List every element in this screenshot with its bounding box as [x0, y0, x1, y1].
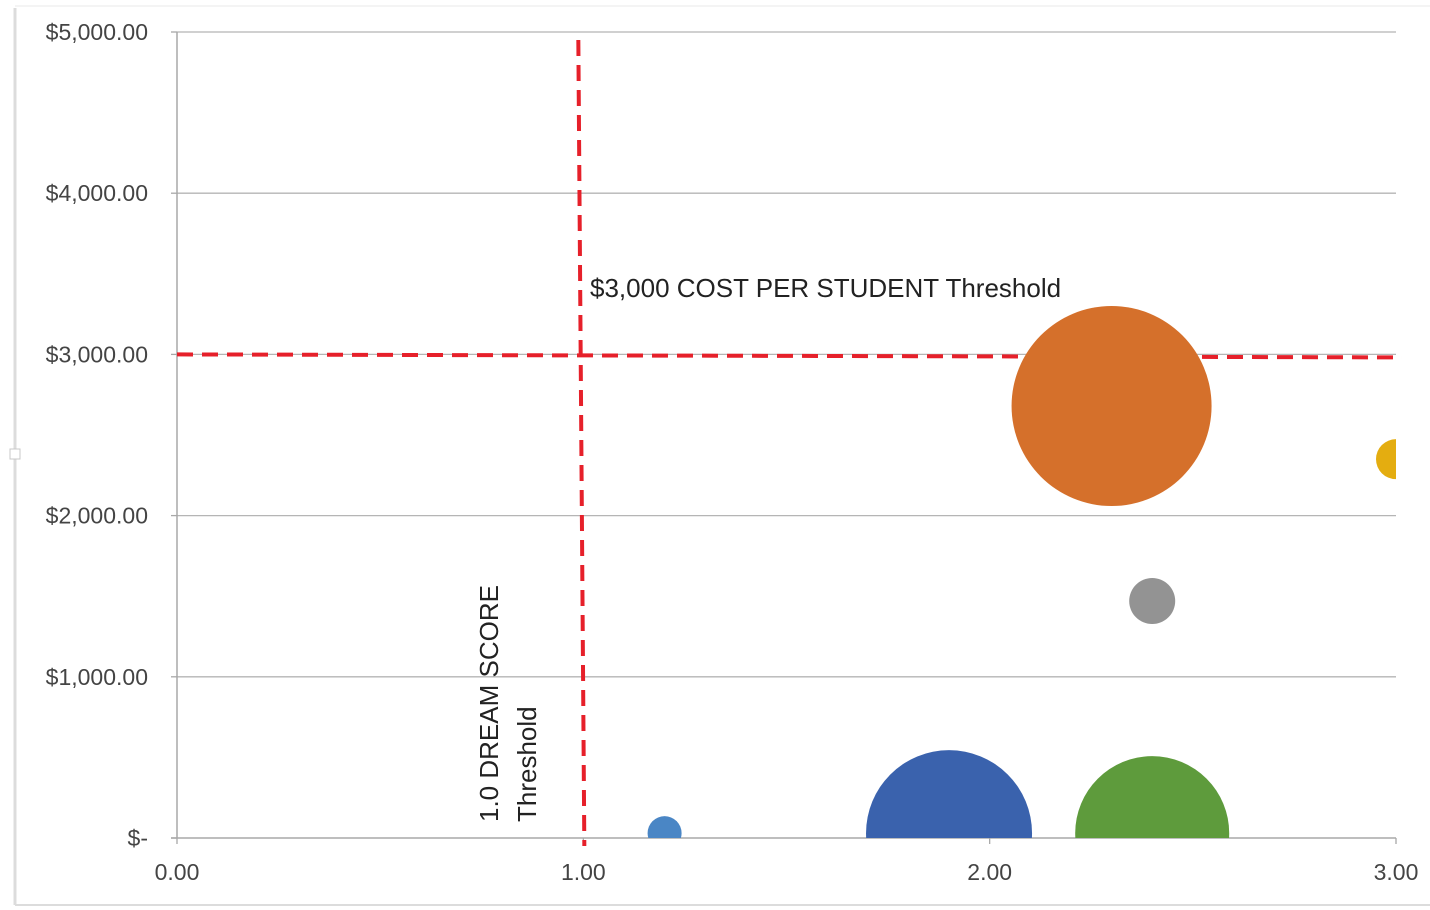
bubble-3	[1129, 578, 1176, 625]
bubble-5	[1376, 439, 1396, 480]
bubbles	[647, 305, 1396, 838]
y-tick-label-1: $1,000.00	[46, 664, 148, 690]
x-tick-label-0: 0.00	[155, 859, 200, 885]
bubble-2	[1011, 305, 1212, 506]
x-tick-label-2: 2.00	[967, 859, 1012, 885]
threshold-line-dream-score	[576, 39, 587, 847]
threshold-lines	[176, 39, 1403, 847]
tick-labels: $- $1,000.00 $2,000.00 $3,000.00 $4,000.00 $5…	[46, 19, 1419, 885]
bubble-4	[1075, 756, 1230, 838]
x-tick-label-1: 1.00	[561, 859, 606, 885]
y-tick-label-3: $3,000.00	[46, 341, 148, 367]
bubble-1	[866, 750, 1033, 838]
frame-handle-left[interactable]	[9, 448, 21, 460]
threshold-label-dream-score-line-1: Threshold	[512, 706, 542, 822]
threshold-label-dream-score: 1.0 DREAM SCORE Threshold	[474, 585, 542, 822]
bubble-group	[647, 305, 1396, 838]
threshold-line-cost	[176, 352, 1403, 360]
y-tick-label-0: $-	[128, 825, 148, 851]
y-tick-label-5: $5,000.00	[46, 19, 148, 45]
threshold-label-cost: $3,000 COST PER STUDENT Threshold	[590, 273, 1061, 303]
axes	[171, 31, 1397, 844]
x-tick-label-3: 3.00	[1374, 859, 1419, 885]
y-tick-label-2: $2,000.00	[46, 503, 148, 529]
threshold-label-dream-score-line-0: 1.0 DREAM SCORE	[474, 585, 504, 822]
bubble-0	[647, 816, 682, 838]
y-tick-label-4: $4,000.00	[46, 180, 148, 206]
